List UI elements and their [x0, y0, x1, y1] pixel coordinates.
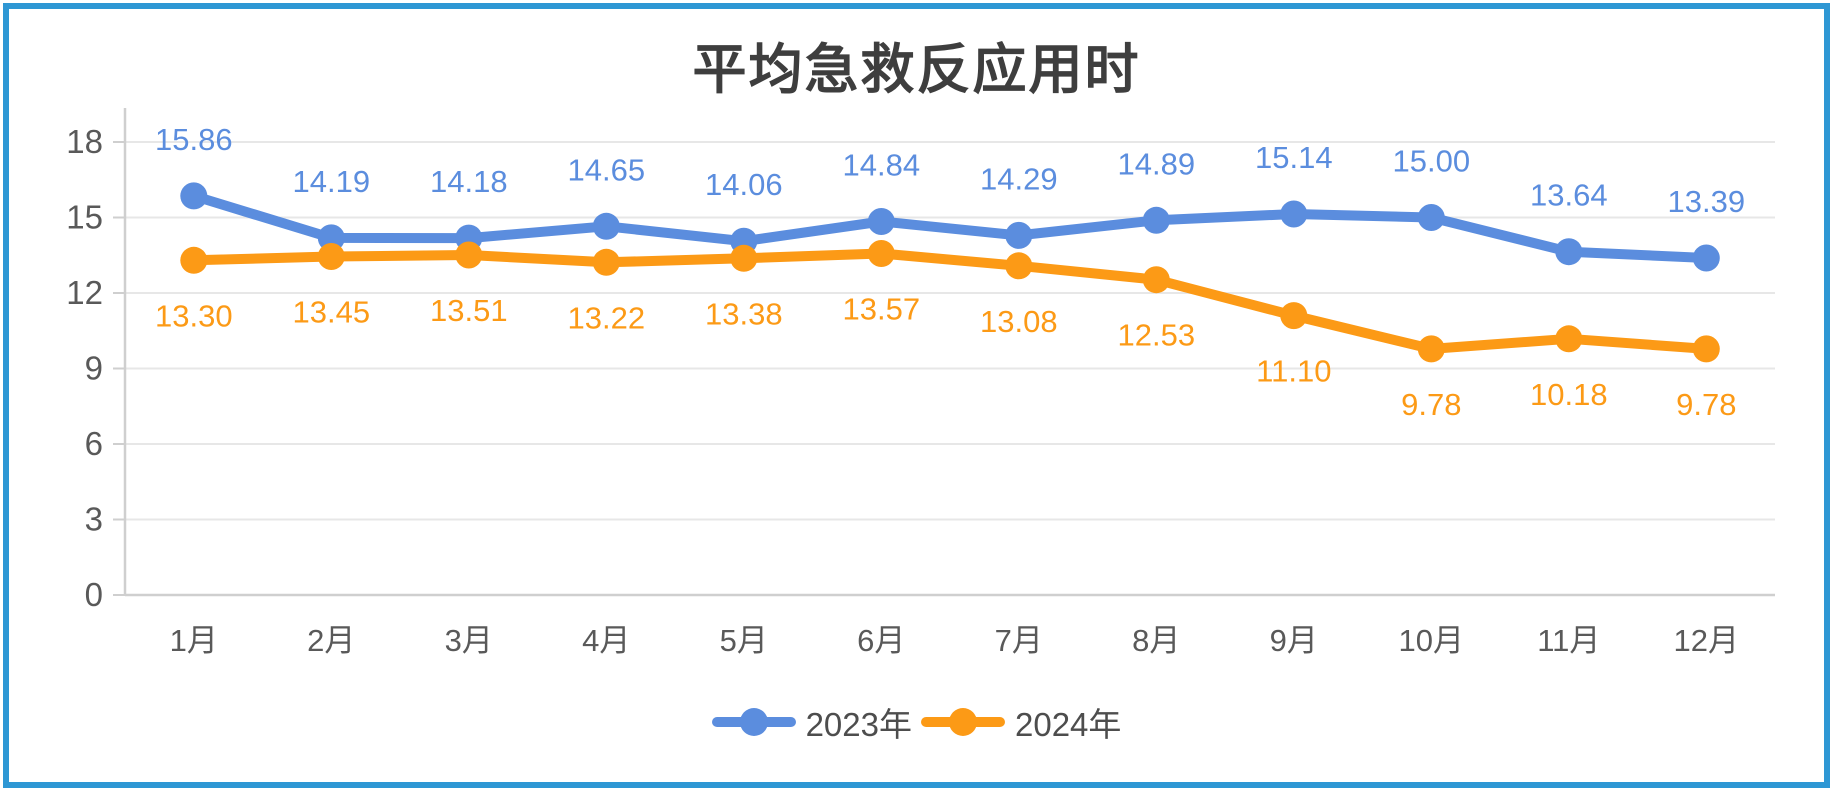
- data-label: 9.78: [1401, 387, 1461, 422]
- data-point: [592, 212, 620, 240]
- x-tick-label: 11月: [1537, 623, 1600, 658]
- data-point: [1692, 244, 1720, 272]
- series-line: [188, 190, 1712, 263]
- data-point: [317, 243, 345, 270]
- data-label: 14.06: [705, 167, 783, 202]
- data-label: 15.00: [1393, 144, 1471, 179]
- data-labels-2023年: 15.86 14.19 14.18 14.65 14.06 14.84 14.29 14.89…: [155, 122, 1745, 219]
- series-line: [188, 248, 1712, 354]
- data-point: [1280, 302, 1308, 330]
- x-tick-label: 4月: [582, 623, 630, 658]
- y-tick-label: 18: [66, 123, 103, 160]
- data-label: 14.29: [980, 161, 1058, 196]
- data-point: [1417, 204, 1445, 231]
- y-tick-label: 6: [85, 425, 103, 462]
- y-tick-label: 0: [85, 576, 103, 613]
- data-point: [1417, 335, 1445, 363]
- data-point: [180, 182, 208, 210]
- data-label: 13.64: [1530, 178, 1608, 213]
- data-point: [1555, 238, 1583, 266]
- data-label: 13.45: [293, 295, 371, 330]
- data-point: [317, 224, 345, 252]
- x-tick-label: 10月: [1399, 623, 1464, 658]
- legend-label-2024: 2024年: [1015, 706, 1122, 743]
- data-point: [867, 208, 895, 235]
- y-axis: 0 3 6 9 12 15 18: [66, 108, 127, 613]
- gridlines: [125, 141, 1775, 521]
- data-label: 13.30: [155, 298, 233, 333]
- x-tick-label: 12月: [1674, 623, 1739, 658]
- y-tick-label: 12: [66, 274, 103, 311]
- x-tick-label: 7月: [995, 623, 1043, 658]
- data-label: 9.78: [1676, 387, 1736, 422]
- x-tick-label: 3月: [445, 623, 493, 658]
- data-label: 15.86: [155, 122, 233, 157]
- y-tick-label: 9: [85, 350, 103, 387]
- data-label: 14.89: [1118, 146, 1196, 181]
- data-point: [1005, 221, 1033, 249]
- legend-item-2024[interactable]: 2024年: [921, 698, 1121, 746]
- data-label: 11.10: [1256, 354, 1331, 389]
- data-point: [867, 240, 895, 267]
- legend-marker-2024-icon: [921, 708, 1005, 736]
- data-label: 13.38: [705, 296, 783, 331]
- data-label: 14.84: [843, 148, 921, 183]
- data-label: 13.08: [980, 304, 1058, 339]
- legend-item-2023[interactable]: 2023年: [711, 698, 912, 746]
- data-label: 13.22: [568, 300, 646, 335]
- legend-dot-2024-icon: [949, 708, 977, 736]
- data-point: [1280, 200, 1308, 228]
- data-label: 13.51: [430, 293, 508, 328]
- x-tick-label: 5月: [720, 623, 768, 658]
- data-labels-2024年: 13.30 13.45 13.51 13.22 13.38 13.57 13.08 12.53…: [155, 292, 1736, 422]
- x-tick-label: 8月: [1132, 623, 1180, 658]
- data-point: [180, 246, 208, 274]
- data-label: 14.19: [293, 164, 371, 199]
- data-point: [730, 244, 758, 272]
- y-tick-label: 15: [66, 199, 103, 236]
- series-2024年: [180, 240, 1720, 363]
- y-tick-label: 3: [85, 501, 103, 538]
- chart-legend: 2023年 2024年: [0, 698, 1833, 746]
- data-label: 14.65: [568, 152, 646, 187]
- legend-marker-2023-icon: [711, 708, 796, 736]
- data-point: [1555, 325, 1583, 353]
- data-label: 10.18: [1530, 377, 1608, 412]
- x-tick-label: 1月: [170, 623, 218, 658]
- data-label: 13.57: [843, 292, 921, 327]
- x-axis: 1月 2月 3月 4月 5月 6月 7月 8月 9月 10月 11月 12月: [125, 593, 1775, 658]
- data-label: 14.18: [430, 164, 508, 199]
- x-tick-label: 9月: [1270, 623, 1318, 658]
- chart-title: 平均急救反应用时: [692, 40, 1141, 100]
- data-point: [592, 248, 620, 276]
- data-point: [455, 241, 483, 269]
- x-tick-label: 2月: [307, 623, 355, 658]
- data-point: [1142, 266, 1170, 294]
- legend-dot-2023-icon: [739, 708, 768, 736]
- data-point: [1005, 252, 1033, 280]
- data-label: 13.39: [1668, 184, 1746, 219]
- x-tick-label: 6月: [857, 623, 905, 658]
- data-point: [1142, 206, 1170, 234]
- data-point: [1692, 335, 1720, 363]
- data-label: 12.53: [1118, 318, 1196, 353]
- legend-label-2023: 2023年: [805, 706, 912, 743]
- data-label: 15.14: [1255, 140, 1333, 175]
